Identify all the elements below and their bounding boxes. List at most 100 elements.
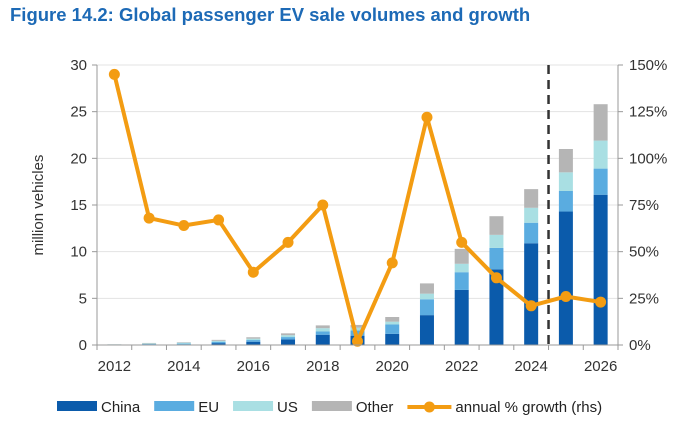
bar-us-2014 [176, 342, 191, 344]
growth-point-2017 [282, 236, 294, 248]
growth-point-2014 [178, 220, 190, 232]
growth-point-2026 [595, 296, 607, 308]
bar-eu-2024 [524, 222, 539, 244]
y-axis-label: million vehicles [30, 155, 47, 256]
y-tick-label: 25 [70, 104, 87, 121]
legend-swatch-eu [154, 401, 195, 411]
y-tick-label: 0 [79, 337, 87, 354]
x-tick-label: 2022 [445, 358, 478, 375]
bar-other-2017 [281, 333, 296, 336]
bar-eu-2020 [385, 324, 400, 334]
legend-swatch-growth-point [423, 401, 435, 413]
bar-us-2024 [524, 207, 539, 223]
growth-point-2021 [421, 111, 433, 123]
bar-china-2018 [315, 334, 330, 345]
legend-label-other: Other [356, 399, 394, 416]
x-tick-label: 2012 [98, 358, 131, 375]
bar-other-2026 [593, 104, 608, 141]
growth-point-2018 [317, 199, 329, 211]
bar-us-2018 [315, 328, 330, 332]
bar-eu-2019 [350, 330, 365, 336]
bar-other-2020 [385, 317, 400, 322]
y2-tick-label: 50% [629, 244, 659, 261]
bar-china-2020 [385, 333, 400, 345]
bar-other-2019 [350, 324, 365, 328]
bar-us-2026 [593, 140, 608, 169]
bar-china-2023 [489, 269, 504, 345]
growth-point-2020 [386, 257, 398, 269]
legend-label-eu: EU [198, 399, 219, 416]
y2-tick-label: 125% [629, 104, 667, 121]
legend-label-china: China [101, 399, 141, 416]
bar-other-2025 [558, 149, 573, 173]
bar-us-2020 [385, 321, 400, 325]
y-tick-label: 5 [79, 290, 87, 307]
y-tick-label: 20 [70, 150, 87, 167]
bar-china-2021 [419, 315, 434, 345]
x-tick-label: 2018 [306, 358, 339, 375]
y2-tick-label: 25% [629, 290, 659, 307]
bar-us-2016 [246, 338, 261, 341]
chart-title: Figure 14.2: Global passenger EV sale vo… [10, 4, 531, 25]
x-tick-label: 2020 [376, 358, 409, 375]
bar-eu-2022 [454, 272, 469, 290]
bar-other-2021 [419, 283, 434, 294]
growth-point-2022 [456, 236, 468, 248]
bar-eu-2014 [176, 343, 191, 345]
growth-line-series [108, 68, 607, 347]
bar-us-2015 [211, 340, 226, 342]
growth-point-2019 [352, 335, 363, 347]
bar-china-2024 [524, 243, 539, 345]
legend-swatch-china [57, 401, 97, 411]
bar-eu-2017 [281, 337, 296, 340]
bar-eu-2025 [558, 191, 573, 212]
bar-other-2016 [246, 337, 261, 339]
growth-point-2012 [108, 68, 120, 80]
bar-us-2023 [489, 234, 504, 248]
bar-us-2019 [350, 327, 365, 331]
bar-eu-2015 [211, 341, 226, 344]
bar-series [107, 104, 608, 345]
bar-eu-2016 [246, 340, 261, 342]
bar-us-2021 [419, 293, 434, 300]
bar-us-2025 [558, 172, 573, 191]
bar-other-2018 [315, 325, 330, 329]
bar-us-2017 [281, 335, 296, 338]
bar-china-2022 [454, 289, 469, 345]
bar-other-2015 [211, 339, 226, 341]
x-tick-label: 2026 [584, 358, 617, 375]
x-tick-label: 2024 [514, 358, 547, 375]
growth-point-2015 [213, 214, 225, 226]
y2-tick-label: 100% [629, 150, 667, 167]
grid-lines [97, 64, 618, 299]
y2-tick-label: 75% [629, 197, 659, 214]
bar-us-2022 [454, 263, 469, 273]
bar-china-2026 [593, 194, 608, 345]
bar-other-2023 [489, 216, 504, 235]
x-tick-label: 2014 [167, 358, 200, 375]
growth-point-2023 [490, 272, 502, 284]
y-tick-label: 10 [70, 244, 87, 261]
axes: 0 5 10 15 20 25 30 0% 25% 50% 75% 100% 125% 150% 2012 2… [70, 57, 667, 375]
bar-eu-2023 [489, 247, 504, 270]
bar-china-2016 [246, 341, 261, 345]
bar-eu-2021 [419, 299, 434, 316]
legend-label-us: US [277, 399, 298, 416]
bar-china-2017 [281, 339, 296, 345]
legend-label-growth: annual % growth (rhs) [455, 399, 602, 416]
bar-china-2025 [558, 211, 573, 345]
bar-china-2015 [211, 343, 226, 345]
legend-swatch-other [311, 401, 352, 411]
legend-swatch-us [233, 401, 274, 411]
bar-other-2022 [454, 248, 469, 264]
bar-eu-2018 [315, 331, 330, 335]
growth-point-2016 [247, 266, 259, 278]
y2-tick-label: 0% [629, 337, 651, 354]
growth-point-2024 [525, 300, 537, 312]
y2-tick-label: 150% [629, 57, 667, 74]
bar-eu-2026 [593, 168, 608, 195]
y-tick-label: 15 [70, 197, 87, 214]
growth-point-2013 [143, 212, 155, 224]
y-tick-label: 30 [70, 57, 87, 74]
